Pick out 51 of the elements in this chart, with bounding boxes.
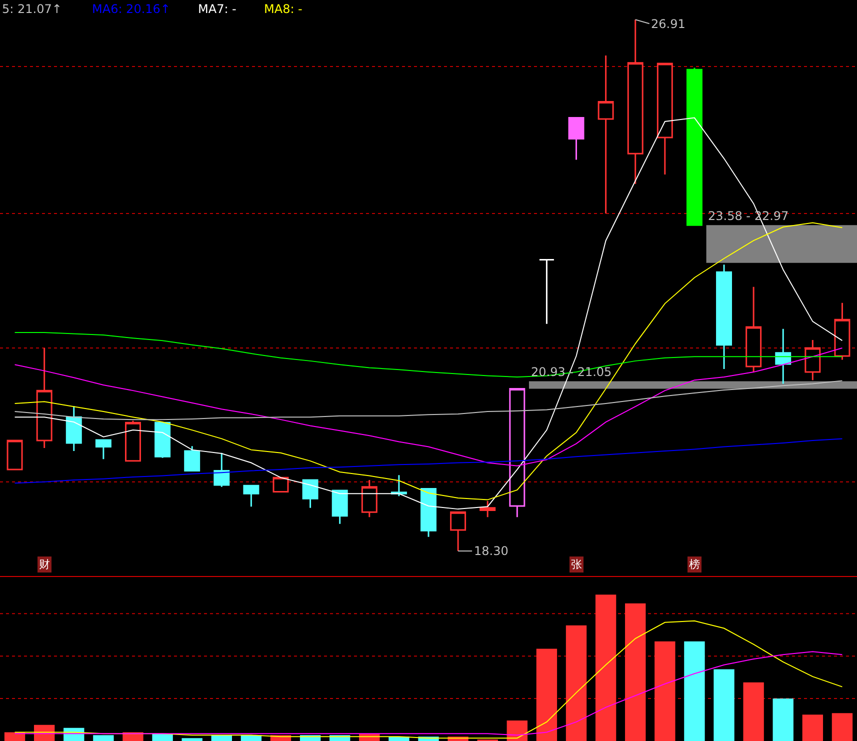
- bar: [714, 669, 734, 741]
- candlestick: [775, 328, 792, 385]
- text: MA6: 20.16↑: [92, 2, 170, 16]
- bar: [152, 734, 173, 741]
- candlestick: [538, 258, 555, 325]
- candlestick: [598, 54, 614, 214]
- bar: [4, 732, 26, 741]
- bar: [536, 648, 558, 741]
- bar: [182, 738, 202, 741]
- candlestick: [509, 388, 526, 518]
- text: MA7: -: [198, 2, 236, 16]
- candlestick: [686, 67, 702, 226]
- bar: [93, 735, 114, 741]
- candlestick: [361, 479, 378, 518]
- candlestick: [154, 422, 171, 459]
- candlestick: [214, 452, 230, 488]
- text: 榜: [689, 558, 700, 571]
- annotation: 18.30: [474, 544, 508, 558]
- bar: [802, 714, 824, 741]
- candlestick: [6, 440, 23, 470]
- candlestick: [716, 264, 732, 370]
- candlestick: [568, 117, 584, 160]
- candlestick: [746, 286, 762, 373]
- bar: [832, 713, 853, 741]
- annotation: 26.91: [651, 17, 686, 31]
- bar: [743, 682, 764, 741]
- candlestick: [243, 484, 260, 508]
- bar: [654, 641, 676, 741]
- candlestick: [332, 490, 348, 525]
- candlestick: [420, 488, 436, 538]
- bar: [684, 641, 705, 741]
- bar: [506, 720, 528, 741]
- bar: [772, 698, 794, 741]
- candlestick: [124, 420, 141, 462]
- bar: [211, 735, 232, 741]
- candlestick: [804, 339, 821, 381]
- text: MA8: -: [264, 2, 302, 16]
- candlestick: [66, 405, 82, 452]
- candlestick: [302, 479, 318, 509]
- text: 张: [571, 558, 582, 571]
- text: 财: [39, 558, 50, 571]
- text: 5: 21.07↑: [2, 2, 62, 16]
- candlestick: [390, 474, 407, 497]
- bar: [566, 625, 587, 741]
- candlestick: [184, 445, 200, 472]
- candlestick: [656, 62, 673, 176]
- candlestick: [834, 302, 850, 360]
- bar: [595, 594, 616, 741]
- bar: [625, 603, 646, 741]
- candlestick: [95, 439, 112, 460]
- candlestick: [36, 347, 52, 449]
